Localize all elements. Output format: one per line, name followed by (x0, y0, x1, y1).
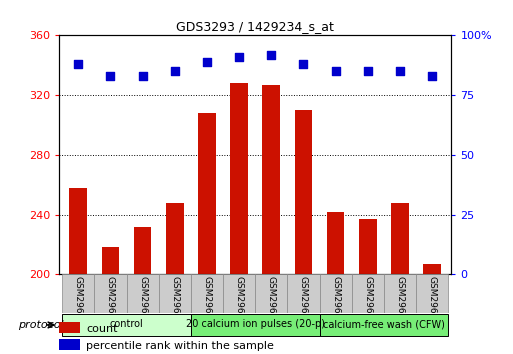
Title: GDS3293 / 1429234_s_at: GDS3293 / 1429234_s_at (176, 20, 334, 33)
Text: protocol: protocol (17, 320, 63, 330)
Text: GSM296818: GSM296818 (203, 276, 211, 331)
Text: GSM296820: GSM296820 (267, 276, 276, 331)
Bar (134, 227, 151, 274)
Bar (294, 110, 312, 274)
Bar (287, 274, 320, 313)
Point (396, 68, 404, 74)
Bar (159, 274, 191, 313)
Bar (352, 274, 384, 313)
Text: GSM296814: GSM296814 (74, 276, 83, 331)
Bar (223, 274, 255, 313)
Point (428, 73, 436, 79)
Bar (59, 339, 80, 350)
Bar (230, 83, 248, 274)
Bar (423, 264, 441, 274)
Text: control: control (110, 320, 144, 330)
Bar (59, 322, 80, 333)
Text: GSM296819: GSM296819 (234, 276, 244, 331)
Bar (62, 274, 94, 313)
Point (331, 68, 340, 74)
Bar (416, 274, 448, 313)
Bar (391, 202, 409, 274)
Text: GSM296822: GSM296822 (331, 276, 340, 331)
Point (74, 61, 83, 67)
Point (203, 59, 211, 64)
Text: GSM296825: GSM296825 (428, 276, 437, 331)
Bar (198, 113, 216, 274)
Text: GSM296815: GSM296815 (106, 276, 115, 331)
Point (267, 52, 275, 57)
Bar (384, 274, 416, 313)
Bar (263, 85, 280, 274)
Bar (127, 274, 159, 313)
Bar (327, 212, 345, 274)
Text: percentile rank within the sample: percentile rank within the sample (86, 341, 274, 350)
Bar (255, 274, 287, 313)
Bar (166, 202, 184, 274)
Point (235, 54, 243, 60)
Bar (62, 314, 191, 336)
Text: 20 calcium ion pulses (20-p): 20 calcium ion pulses (20-p) (186, 320, 325, 330)
Text: GSM296817: GSM296817 (170, 276, 180, 331)
Text: GSM296816: GSM296816 (138, 276, 147, 331)
Text: calcium-free wash (CFW): calcium-free wash (CFW) (323, 320, 445, 330)
Point (300, 61, 308, 67)
Bar (191, 274, 223, 313)
Text: GSM296823: GSM296823 (363, 276, 372, 331)
Point (171, 68, 179, 74)
Bar (94, 274, 127, 313)
Point (106, 73, 114, 79)
Point (139, 73, 147, 79)
Bar (69, 188, 87, 274)
Bar (191, 314, 320, 336)
Bar (320, 274, 352, 313)
Bar (359, 219, 377, 274)
Text: GSM296824: GSM296824 (396, 276, 404, 331)
Text: GSM296821: GSM296821 (299, 276, 308, 331)
Bar (102, 247, 120, 274)
Text: count: count (86, 324, 117, 333)
Point (364, 68, 372, 74)
Bar (320, 314, 448, 336)
